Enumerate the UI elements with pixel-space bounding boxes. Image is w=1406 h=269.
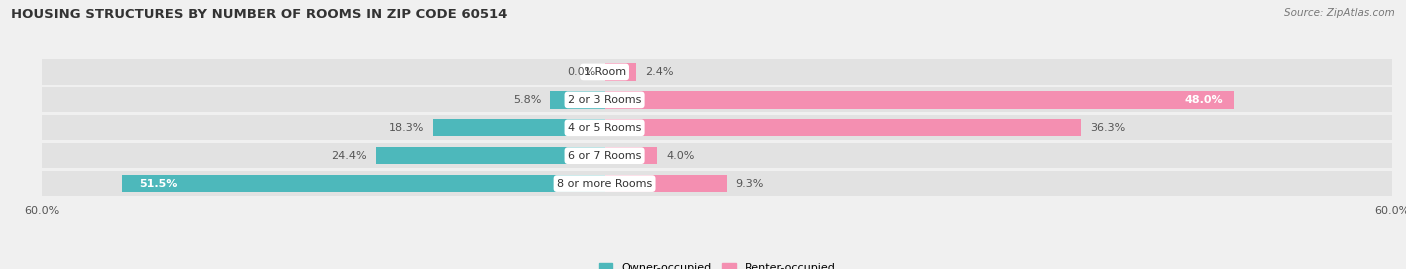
Text: 51.5%: 51.5% — [139, 179, 177, 189]
Bar — [605, 119, 1081, 136]
Text: 1 Room: 1 Room — [583, 67, 626, 77]
Bar — [122, 175, 605, 192]
Text: 6 or 7 Rooms: 6 or 7 Rooms — [568, 151, 641, 161]
Text: 18.3%: 18.3% — [388, 123, 425, 133]
Text: 5.8%: 5.8% — [513, 95, 541, 105]
Bar — [375, 147, 605, 164]
Bar — [42, 171, 1392, 196]
Bar — [550, 91, 605, 108]
Text: 0.0%: 0.0% — [568, 67, 596, 77]
Text: HOUSING STRUCTURES BY NUMBER OF ROOMS IN ZIP CODE 60514: HOUSING STRUCTURES BY NUMBER OF ROOMS IN… — [11, 8, 508, 21]
Bar — [42, 87, 1392, 112]
Bar — [605, 91, 1234, 108]
Text: 8 or more Rooms: 8 or more Rooms — [557, 179, 652, 189]
Text: 36.3%: 36.3% — [1090, 123, 1125, 133]
Bar — [42, 143, 1392, 168]
Bar — [605, 175, 727, 192]
Text: 24.4%: 24.4% — [332, 151, 367, 161]
Legend: Owner-occupied, Renter-occupied: Owner-occupied, Renter-occupied — [599, 263, 835, 269]
Bar — [433, 119, 605, 136]
Text: 4 or 5 Rooms: 4 or 5 Rooms — [568, 123, 641, 133]
Text: 4.0%: 4.0% — [666, 151, 695, 161]
Text: 2 or 3 Rooms: 2 or 3 Rooms — [568, 95, 641, 105]
Bar — [42, 59, 1392, 84]
Text: 48.0%: 48.0% — [1185, 95, 1223, 105]
Text: Source: ZipAtlas.com: Source: ZipAtlas.com — [1284, 8, 1395, 18]
Text: 2.4%: 2.4% — [645, 67, 673, 77]
Bar — [42, 115, 1392, 140]
Bar — [605, 63, 636, 81]
Text: 9.3%: 9.3% — [735, 179, 763, 189]
Bar — [605, 147, 657, 164]
